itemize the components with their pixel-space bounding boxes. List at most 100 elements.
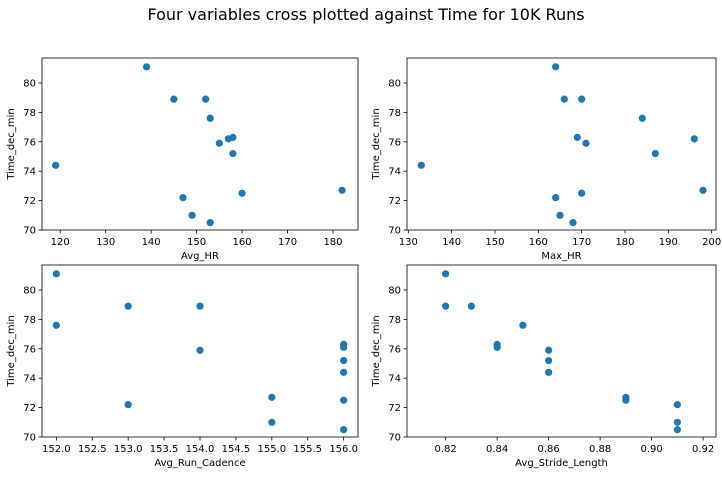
subplot-3: 152.0 152.5 153.0 153.5 154.0 154.5 155.0 155.5…	[6, 264, 359, 469]
y-tick-label: 78	[388, 108, 401, 119]
y-tick-label: 78	[23, 315, 36, 326]
subplots: 120 130 140 150 160 170 180 70 72 74 76 78 80 Avg_HR T…	[6, 57, 721, 469]
x-axis-label: Max_HR	[541, 251, 581, 262]
data-point	[52, 161, 60, 169]
y-tick-label: 76	[388, 344, 401, 355]
y-tick-label: 74	[23, 167, 36, 178]
axes-frame	[406, 57, 717, 231]
y-tick-label: 78	[23, 108, 36, 119]
x-axis-label: Avg_Run_Cadence	[154, 458, 245, 469]
subplot-1: 120 130 140 150 160 170 180 70 72 74 76 78 80 Avg_HR T…	[6, 57, 359, 262]
data-point	[673, 426, 681, 434]
x-tick-label: 160	[233, 237, 252, 248]
data-point	[124, 401, 132, 409]
y-tick-label: 74	[23, 374, 36, 385]
y-tick-label: 70	[23, 433, 36, 444]
data-point	[196, 346, 204, 354]
data-point	[52, 321, 60, 329]
data-point	[188, 211, 196, 219]
data-point	[673, 418, 681, 426]
x-tick-label: 0.86	[537, 444, 559, 455]
figure-title: Four variables cross plotted against Tim…	[147, 5, 584, 24]
data-point	[622, 396, 630, 404]
x-tick-label: 130	[96, 237, 115, 248]
data-point	[638, 114, 646, 122]
data-point	[519, 321, 527, 329]
data-point	[196, 302, 204, 310]
data-point	[573, 133, 581, 141]
x-tick-label: 154.0	[186, 444, 215, 455]
x-tick-label: 0.88	[589, 444, 611, 455]
x-tick-label: 130	[399, 237, 418, 248]
y-tick-label: 72	[23, 196, 36, 207]
data-point	[545, 356, 553, 365]
data-point	[340, 396, 348, 404]
y-tick-label: 70	[388, 433, 401, 444]
data-point	[467, 302, 475, 310]
x-tick-label: 0.90	[640, 444, 662, 455]
y-tick-label: 72	[388, 196, 401, 207]
y-tick-label: 74	[388, 167, 401, 178]
data-point	[268, 393, 276, 401]
x-tick-label: 140	[442, 237, 461, 248]
x-tick-label: 200	[702, 237, 721, 248]
y-tick-label: 70	[23, 226, 36, 237]
x-tick-label: 153.5	[150, 444, 179, 455]
x-tick-label: 0.82	[434, 444, 456, 455]
x-tick-label: 150	[485, 237, 504, 248]
y-tick-label: 76	[23, 344, 36, 355]
data-point	[578, 95, 586, 103]
data-point	[215, 139, 223, 147]
data-point	[442, 302, 450, 310]
data-point	[417, 161, 425, 169]
data-point	[690, 135, 698, 143]
x-tick-label: 150	[187, 237, 206, 248]
data-point	[52, 270, 60, 278]
x-tick-label: 160	[529, 237, 548, 248]
x-axis-label: Avg_Stride_Length	[515, 458, 608, 469]
axes-frame	[406, 264, 717, 438]
y-tick-label: 70	[388, 226, 401, 237]
y-tick-label: 72	[388, 403, 401, 414]
x-tick-label: 154.5	[222, 444, 251, 455]
data-point	[206, 114, 214, 122]
data-point	[206, 219, 214, 227]
data-point	[170, 95, 178, 103]
data-point	[582, 139, 590, 147]
x-tick-label: 152.0	[42, 444, 71, 455]
subplot-2: 130 140 150 160 170 180 190 200 70 72 74 76 78 80 Max_…	[371, 57, 721, 262]
x-tick-label: 180	[323, 237, 342, 248]
data-point	[340, 426, 348, 434]
data-point	[202, 95, 210, 103]
data-point	[578, 189, 586, 197]
x-tick-label: 0.92	[692, 444, 714, 455]
data-point	[699, 186, 707, 194]
subplot-4: 0.82 0.84 0.86 0.88 0.90 0.92 70 72 74 76 78 80 Avg_…	[371, 264, 717, 469]
data-point	[229, 133, 237, 141]
x-tick-label: 155.0	[257, 444, 286, 455]
y-tick-label: 74	[388, 374, 401, 385]
x-tick-label: 120	[51, 237, 70, 248]
x-tick-label: 152.5	[78, 444, 107, 455]
data-point	[556, 211, 564, 219]
y-tick-label: 80	[23, 285, 36, 296]
y-tick-label: 80	[388, 78, 401, 89]
data-point	[442, 270, 450, 278]
y-tick-label: 78	[388, 315, 401, 326]
x-tick-label: 153.0	[114, 444, 143, 455]
x-tick-label: 170	[278, 237, 297, 248]
x-tick-label: 170	[572, 237, 591, 248]
y-tick-label: 80	[23, 78, 36, 89]
data-point	[229, 149, 237, 158]
axes-frame	[41, 57, 359, 231]
x-axis-label: Avg_HR	[181, 251, 219, 262]
x-tick-label: 0.84	[486, 444, 508, 455]
data-point	[340, 368, 348, 376]
data-point	[338, 186, 346, 194]
x-tick-label: 180	[615, 237, 634, 248]
x-tick-label: 190	[659, 237, 678, 248]
y-tick-label: 72	[23, 403, 36, 414]
y-axis-label: Time_dec_min	[371, 108, 382, 180]
y-axis-label: Time_dec_min	[6, 315, 17, 387]
